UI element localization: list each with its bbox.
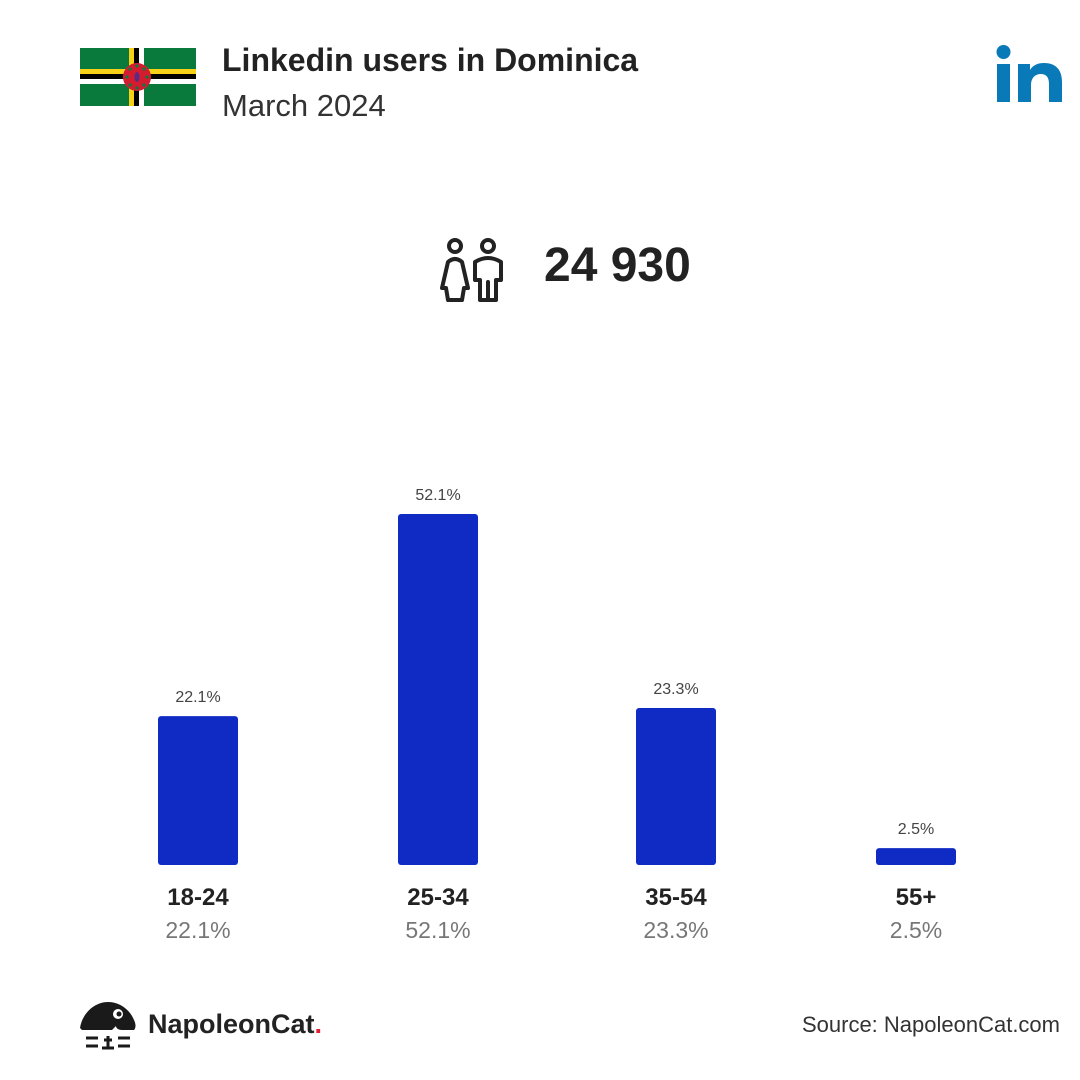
bar-value-label-25-34: 52.1% xyxy=(415,487,460,504)
napoleoncat-brand-name: NapoleonCat. xyxy=(148,1009,322,1040)
bar-value-label-55+: 2.5% xyxy=(898,821,934,838)
brand-dot: . xyxy=(314,1009,323,1039)
dominica-flag-icon xyxy=(80,48,196,106)
page-subtitle: March 2024 xyxy=(222,88,386,123)
category-label-18-24: 18-24 xyxy=(167,884,229,911)
linkedin-logo-icon xyxy=(996,45,1062,102)
category-percent-35-54: 23.3% xyxy=(643,917,708,943)
napoleoncat-logo-icon xyxy=(80,1002,136,1050)
category-percent-18-24: 22.1% xyxy=(165,917,230,943)
male-female-users-icon xyxy=(440,238,503,302)
bar-25-34 xyxy=(398,514,478,865)
category-label-35-54: 35-54 xyxy=(645,884,707,911)
category-percent-55+: 2.5% xyxy=(890,917,942,943)
bar-value-label-35-54: 23.3% xyxy=(653,681,698,698)
category-label-55+: 55+ xyxy=(896,884,937,911)
category-percent-25-34: 52.1% xyxy=(405,917,470,943)
age-distribution-bar-chart: 22.1% 18-24 22.1% 52.1% 25-34 52.1% 23.3% 35-54… xyxy=(158,487,956,943)
bar-35-54 xyxy=(636,708,716,865)
source-link[interactable]: Source: NapoleonCat.com xyxy=(801,1012,1060,1037)
category-label-25-34: 25-34 xyxy=(407,884,469,911)
bar-value-label-18-24: 22.1% xyxy=(175,689,220,706)
page-title: Linkedin users in Dominica xyxy=(222,42,639,78)
bar-18-24 xyxy=(158,716,238,865)
brand-name-text: NapoleonCat xyxy=(148,1009,315,1039)
bar-55+ xyxy=(876,848,956,865)
total-users-count: 24 930 xyxy=(544,239,691,292)
